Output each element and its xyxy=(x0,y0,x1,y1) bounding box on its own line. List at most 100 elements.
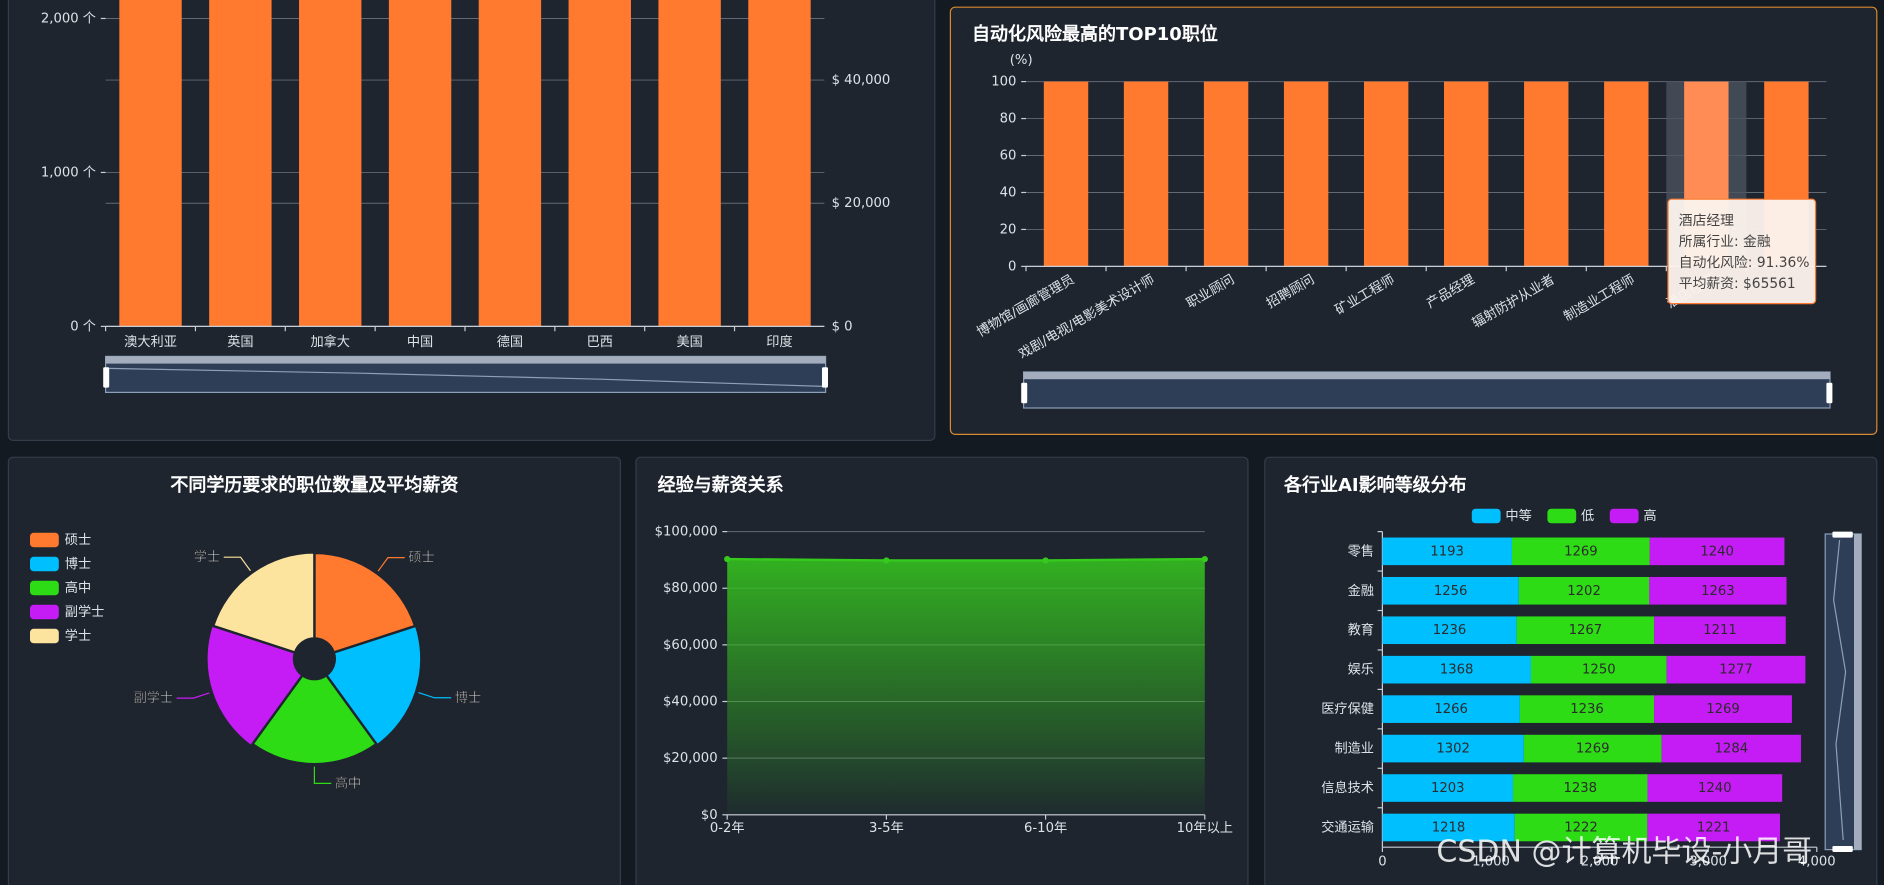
bar xyxy=(1444,81,1489,267)
slider-bar xyxy=(1023,372,1830,380)
x-tick-label: 英国 xyxy=(227,334,253,350)
bar-segment xyxy=(1382,695,1520,723)
value-label: 1236 xyxy=(1570,702,1604,717)
y-tick-label: 信息技术 xyxy=(1321,779,1374,796)
legend-label: 中等 xyxy=(1505,507,1531,524)
slider-handle[interactable] xyxy=(1021,382,1028,404)
y-tick-label: 零售 xyxy=(1348,543,1374,559)
point xyxy=(1201,555,1208,563)
x-tick-label: 中国 xyxy=(407,334,433,350)
x-tick-label: 0 xyxy=(1378,855,1386,870)
bar-segment xyxy=(1519,695,1655,723)
bar-segment xyxy=(1530,655,1667,684)
point xyxy=(883,557,890,564)
pie-slice xyxy=(313,551,417,654)
bar xyxy=(299,0,362,327)
value-label: 1240 xyxy=(1700,544,1734,559)
label-line xyxy=(176,692,210,699)
value-label: 1368 xyxy=(1440,663,1474,678)
bar xyxy=(658,0,721,327)
x-tick-label: 10年以上 xyxy=(1177,820,1233,836)
bar xyxy=(748,0,811,327)
zoom-slider[interactable] xyxy=(1021,371,1833,409)
x-tick-label: 3,000 xyxy=(1689,855,1727,870)
area xyxy=(727,559,1205,815)
slider-handle[interactable] xyxy=(1832,846,1853,852)
value-label: 1211 xyxy=(1703,623,1737,638)
legend-swatch xyxy=(30,628,59,644)
bar xyxy=(1123,81,1169,267)
bar xyxy=(209,0,272,327)
y-tick-label: 1,000 个 xyxy=(41,164,96,180)
bar xyxy=(388,0,452,327)
bar-segment xyxy=(1382,813,1515,842)
chart-title: 各行业AI影响等级分布 xyxy=(1283,474,1467,496)
bar xyxy=(478,0,542,327)
x-tick-label: 4,000 xyxy=(1798,855,1836,870)
tooltip-box xyxy=(1667,198,1817,305)
legend-swatch xyxy=(30,556,59,572)
slider-handle[interactable] xyxy=(1826,382,1833,404)
bar-segment xyxy=(1647,813,1780,842)
tooltip-line: 所属行业: 金融 xyxy=(1679,234,1771,250)
y-tick-label: 40 xyxy=(1000,185,1017,200)
value-label: 1269 xyxy=(1706,702,1740,717)
bar-segment xyxy=(1649,537,1785,566)
value-label: 1263 xyxy=(1701,584,1735,599)
y2-tick-label: $ 0 xyxy=(832,319,853,334)
legend-label: 学士 xyxy=(65,628,91,644)
value-label: 1302 xyxy=(1436,742,1470,757)
bar xyxy=(119,0,182,327)
legend-label: 低 xyxy=(1581,508,1594,524)
y-tick-label: 100 xyxy=(991,75,1016,90)
value-label: 1284 xyxy=(1715,742,1749,757)
legend-swatch xyxy=(1609,508,1639,524)
zoom-slider[interactable] xyxy=(103,355,828,393)
pie-slice xyxy=(211,551,316,654)
x-tick-label: 1,000 xyxy=(1472,855,1510,870)
bar-segment xyxy=(1661,734,1802,763)
label-line xyxy=(223,556,251,572)
bar-segment xyxy=(1382,616,1517,645)
value-label: 1266 xyxy=(1434,702,1468,717)
value-label: 1202 xyxy=(1567,584,1601,599)
slider-handle[interactable] xyxy=(1832,531,1853,538)
y-tick-label: 0 xyxy=(1008,259,1016,274)
x-tick-label: 印度 xyxy=(766,334,792,350)
y2-tick-label: $ 40,000 xyxy=(832,73,891,88)
value-label: 1277 xyxy=(1719,663,1753,678)
value-label: 1236 xyxy=(1433,623,1467,638)
zoom-slider-vertical[interactable] xyxy=(1824,531,1862,852)
label-line xyxy=(377,556,405,572)
bar-segment xyxy=(1382,655,1531,684)
pie-slice xyxy=(251,674,378,766)
bar-segment xyxy=(1666,655,1806,684)
y-tick-label: $40,000 xyxy=(663,695,718,710)
slider-handle[interactable] xyxy=(822,367,828,388)
bar-segment xyxy=(1382,576,1519,605)
slider-preview xyxy=(107,367,824,387)
tooltip-line: 自动化风险: 91.36% xyxy=(1679,255,1810,271)
chart-title: 自动化风险最高的TOP10职位 xyxy=(972,23,1218,45)
legend-label: 博士 xyxy=(65,556,91,572)
slider-handle[interactable] xyxy=(103,367,110,388)
watermark: CSDN @计算机毕设-小月哥 xyxy=(1436,835,1812,870)
value-label: 1250 xyxy=(1582,663,1616,678)
x-tick-label: 6-10年 xyxy=(1024,820,1067,836)
tooltip-line: 平均薪资: $65561 xyxy=(1679,276,1796,292)
legend-label: 硕士 xyxy=(65,532,91,548)
y-tick-label: $60,000 xyxy=(663,638,718,653)
point xyxy=(724,555,731,563)
value-label: 1193 xyxy=(1430,544,1464,559)
slice-label: 高中 xyxy=(335,774,361,791)
slice-label: 博士 xyxy=(455,690,481,706)
y-tick-label: 医疗保健 xyxy=(1321,701,1374,717)
x-tick-label: 巴西 xyxy=(587,335,613,350)
slider-bar xyxy=(105,356,826,364)
value-label: 1221 xyxy=(1697,820,1731,835)
value-label: 1238 xyxy=(1563,781,1597,796)
label-line xyxy=(313,766,332,784)
